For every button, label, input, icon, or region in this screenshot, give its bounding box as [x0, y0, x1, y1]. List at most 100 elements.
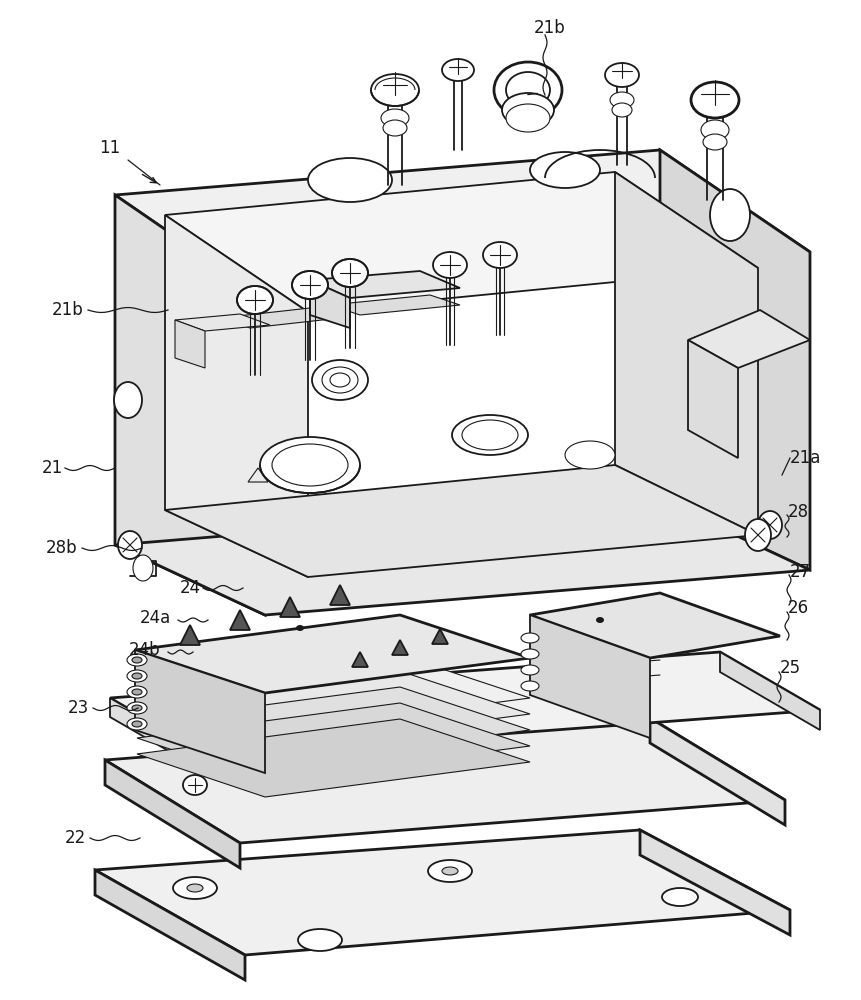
Ellipse shape	[564, 441, 614, 469]
Ellipse shape	[118, 531, 142, 559]
Ellipse shape	[237, 286, 273, 314]
Ellipse shape	[703, 134, 726, 150]
Ellipse shape	[461, 420, 517, 450]
Ellipse shape	[709, 189, 749, 241]
Polygon shape	[310, 280, 350, 328]
Polygon shape	[137, 719, 530, 797]
Ellipse shape	[312, 360, 368, 400]
Ellipse shape	[132, 673, 142, 679]
Ellipse shape	[187, 884, 202, 892]
Text: 11: 11	[99, 139, 121, 157]
Polygon shape	[180, 625, 200, 645]
Ellipse shape	[133, 555, 152, 581]
Polygon shape	[687, 310, 809, 368]
Text: 21a: 21a	[789, 449, 821, 467]
Ellipse shape	[132, 705, 142, 711]
Text: 24b: 24b	[129, 641, 161, 659]
Ellipse shape	[322, 367, 357, 393]
Polygon shape	[530, 593, 779, 658]
Text: 21b: 21b	[534, 19, 565, 37]
Ellipse shape	[691, 82, 738, 118]
Polygon shape	[687, 340, 737, 458]
Ellipse shape	[307, 158, 392, 202]
Polygon shape	[639, 830, 789, 935]
Polygon shape	[110, 652, 819, 756]
Text: 24a: 24a	[139, 609, 170, 627]
Ellipse shape	[428, 860, 472, 882]
Polygon shape	[110, 698, 210, 775]
Ellipse shape	[604, 63, 638, 87]
Text: 27: 27	[789, 563, 810, 581]
Polygon shape	[330, 295, 460, 315]
Polygon shape	[614, 172, 757, 535]
Ellipse shape	[432, 252, 467, 278]
Ellipse shape	[610, 92, 633, 108]
Ellipse shape	[127, 686, 147, 698]
Polygon shape	[330, 585, 350, 605]
Polygon shape	[164, 215, 307, 577]
Text: 26: 26	[787, 599, 808, 617]
Polygon shape	[115, 500, 809, 615]
Text: 22: 22	[65, 829, 85, 847]
Ellipse shape	[661, 888, 697, 906]
Ellipse shape	[520, 681, 538, 691]
Ellipse shape	[482, 242, 517, 268]
Ellipse shape	[330, 373, 350, 387]
Text: 21b: 21b	[52, 301, 84, 319]
Ellipse shape	[173, 877, 217, 899]
Ellipse shape	[132, 657, 142, 663]
Ellipse shape	[505, 72, 549, 108]
Ellipse shape	[505, 104, 549, 132]
Text: 24: 24	[179, 579, 201, 597]
Polygon shape	[392, 640, 407, 655]
Ellipse shape	[331, 259, 368, 287]
Polygon shape	[115, 195, 264, 615]
Polygon shape	[135, 615, 530, 693]
Polygon shape	[137, 687, 530, 765]
Ellipse shape	[183, 775, 207, 795]
Polygon shape	[137, 655, 530, 733]
Ellipse shape	[382, 120, 406, 136]
Ellipse shape	[260, 437, 360, 493]
Polygon shape	[95, 830, 789, 955]
Ellipse shape	[520, 649, 538, 659]
Polygon shape	[530, 615, 649, 738]
Polygon shape	[220, 308, 339, 328]
Ellipse shape	[114, 382, 142, 418]
Ellipse shape	[132, 689, 142, 695]
Polygon shape	[105, 760, 239, 868]
Ellipse shape	[451, 415, 528, 455]
Ellipse shape	[127, 702, 147, 714]
Ellipse shape	[744, 519, 770, 551]
Ellipse shape	[442, 59, 474, 81]
Text: 25: 25	[779, 659, 800, 677]
Ellipse shape	[381, 109, 408, 127]
Polygon shape	[105, 718, 784, 843]
Polygon shape	[137, 703, 530, 781]
Ellipse shape	[132, 721, 142, 727]
Polygon shape	[719, 652, 819, 730]
Ellipse shape	[370, 74, 418, 106]
Ellipse shape	[298, 929, 342, 951]
Ellipse shape	[520, 665, 538, 675]
Polygon shape	[95, 870, 245, 980]
Ellipse shape	[442, 867, 457, 875]
Ellipse shape	[292, 271, 328, 299]
Polygon shape	[175, 320, 205, 368]
Polygon shape	[660, 150, 809, 570]
Ellipse shape	[611, 103, 631, 117]
Polygon shape	[135, 650, 264, 773]
Ellipse shape	[127, 670, 147, 682]
Polygon shape	[137, 671, 530, 749]
Polygon shape	[280, 597, 300, 617]
Polygon shape	[351, 652, 368, 667]
Ellipse shape	[272, 444, 348, 486]
Ellipse shape	[493, 62, 561, 118]
Ellipse shape	[700, 120, 728, 140]
Polygon shape	[431, 629, 448, 644]
Ellipse shape	[595, 617, 604, 623]
Ellipse shape	[127, 654, 147, 666]
Text: 28b: 28b	[46, 539, 77, 557]
Polygon shape	[164, 172, 757, 312]
Ellipse shape	[501, 93, 554, 127]
